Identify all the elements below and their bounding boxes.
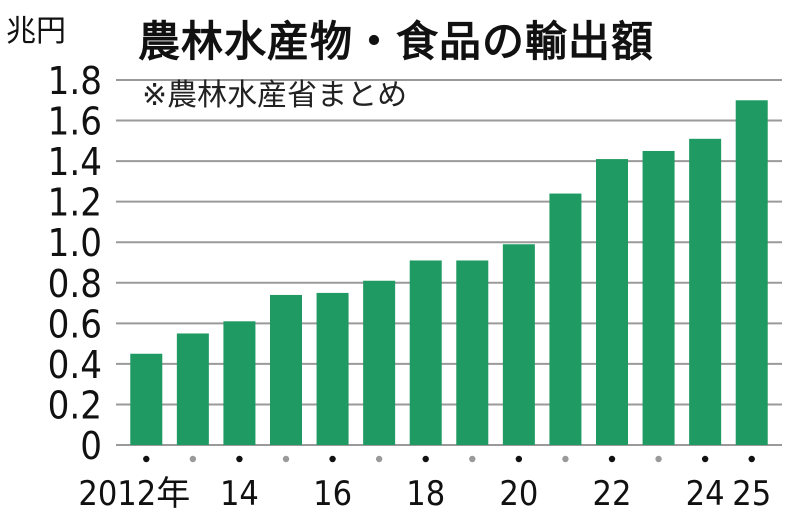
x-tick-label: 14 <box>220 474 259 514</box>
x-tick-label: 24 <box>686 474 725 514</box>
x-tick-label: 25 <box>732 474 771 514</box>
x-tick-dot <box>282 455 290 463</box>
x-tick-dot <box>748 455 755 463</box>
x-tick-dot <box>701 455 709 463</box>
x-tick-dot <box>189 455 197 463</box>
x-tick-dot <box>608 455 616 463</box>
x-tick-label: 16 <box>313 474 352 514</box>
x-tick-dot <box>329 455 336 463</box>
y-tick-label: 1.8 <box>48 59 102 103</box>
x-tick-dot <box>375 455 383 463</box>
bar <box>363 280 396 445</box>
x-tick-label: 22 <box>593 474 632 514</box>
y-tick-label: 0.8 <box>48 262 102 306</box>
y-tick-label: 0.6 <box>48 302 102 346</box>
y-tick-label: 0.2 <box>48 383 102 427</box>
x-tick-dot <box>655 455 662 463</box>
y-tick-label: 1.6 <box>48 100 102 144</box>
y-tick-label: 1.4 <box>48 140 102 184</box>
x-tick-dot <box>515 455 523 463</box>
bar <box>735 100 768 446</box>
x-tick-label: 18 <box>406 474 445 514</box>
bar <box>596 159 628 446</box>
bar <box>689 138 722 446</box>
x-tick-label: 2012年 <box>78 474 190 514</box>
bar <box>409 260 442 445</box>
x-tick-dot <box>562 455 569 463</box>
bar <box>502 244 535 445</box>
bar <box>130 353 163 445</box>
x-tick-dot <box>236 455 243 463</box>
bar <box>456 260 489 445</box>
x-tick-dot <box>469 455 476 463</box>
x-tick-dot <box>143 455 150 463</box>
y-tick-label: 1.0 <box>48 221 102 265</box>
x-tick-dot <box>422 455 429 463</box>
y-tick-label: 0 <box>80 424 102 468</box>
bar <box>176 333 209 445</box>
y-tick-label: 0.4 <box>48 343 102 387</box>
y-tick-label: 1.2 <box>48 181 102 225</box>
chart-subtitle: ※農林水産省まとめ <box>142 78 408 113</box>
bar <box>316 292 349 445</box>
bar <box>270 294 302 445</box>
bar <box>642 150 675 445</box>
x-tick-label: 20 <box>499 474 538 514</box>
chart-title: 農林水産物・食品の輸出額 <box>138 17 655 66</box>
bar <box>549 193 582 445</box>
unit-label: 兆円 <box>6 14 66 49</box>
bar <box>223 321 256 445</box>
